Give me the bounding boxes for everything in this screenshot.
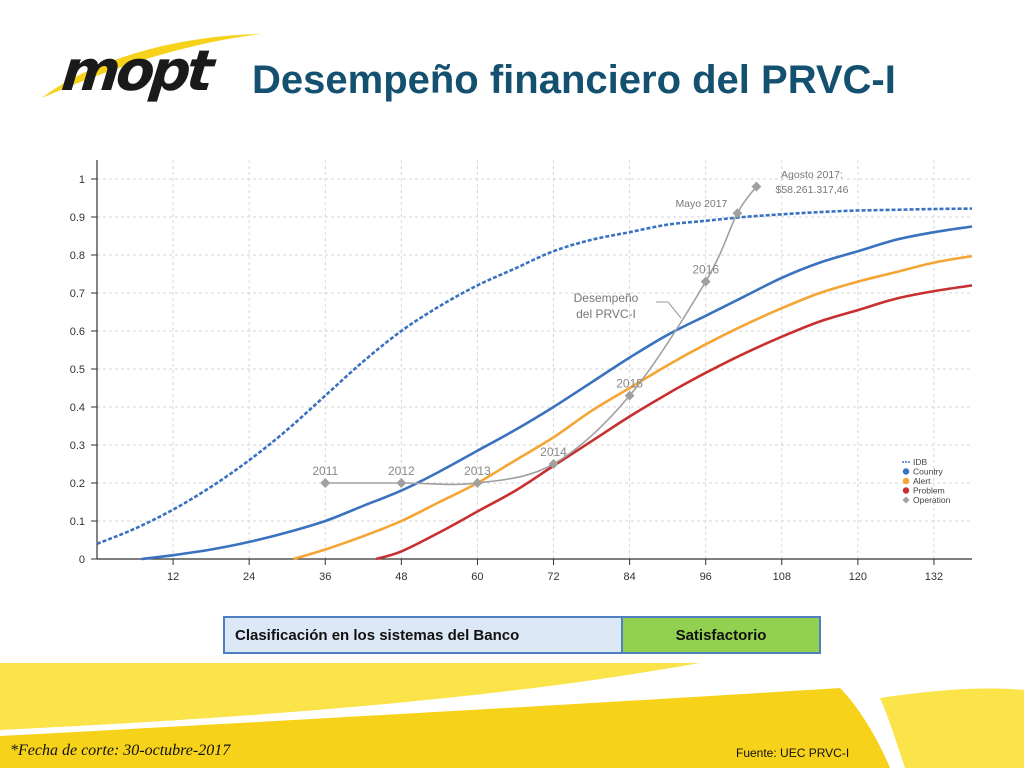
footer-swoosh [0, 658, 1024, 768]
x-tick-label: 36 [319, 571, 331, 583]
y-tick-label: 0.3 [70, 440, 85, 452]
legend-label: Problem [913, 486, 945, 496]
legend-swatch [902, 468, 910, 475]
operation-point-label: 2016 [692, 263, 719, 277]
operation-annotation-leader [656, 301, 682, 319]
series-line-country [141, 225, 973, 561]
y-tick-label: 0.9 [70, 212, 85, 224]
operation-point [732, 208, 743, 219]
x-tick-label: 84 [623, 571, 635, 583]
y-tick-label: 0.1 [70, 516, 85, 528]
x-tick-label: 24 [243, 571, 255, 583]
operation-point [751, 181, 762, 192]
chart-axes: 12 24 36 48 60 72 84 96 108 120 132 0 0.1 0.2 0.3 0.4 0.… [70, 160, 972, 583]
operation-point-label: 2011 [312, 464, 338, 478]
y-tick-label: 1 [79, 174, 85, 186]
y-tick-label: 0.6 [70, 326, 85, 338]
y-tick-label: 0.5 [70, 364, 85, 376]
operation-point-label: 2015 [616, 377, 643, 391]
performance-chart: 12 24 36 48 60 72 84 96 108 120 132 0 0.1 0.2 0.3 0.4 0.… [70, 160, 973, 583]
series-line-operation [325, 186, 758, 486]
operation-point [624, 390, 635, 401]
x-tick-label: 72 [547, 571, 559, 583]
x-tick-label: 108 [773, 571, 791, 583]
legend-swatch [902, 477, 910, 485]
chart-labels: 2011 2012 2013 2014 2015 2016 Mayo 2017 Desempe… [312, 169, 848, 478]
operation-point [396, 478, 407, 488]
series-line-alert [293, 254, 973, 561]
legend-label: Country [913, 467, 944, 477]
series-line-idb [96, 207, 973, 546]
y-tick-label: 0 [79, 554, 85, 566]
legend-label: Alert [913, 476, 931, 486]
operation-annotation-line: del PRVC-I [576, 307, 636, 321]
classification-table: Clasificación en los sistemas del Banco … [223, 616, 821, 654]
legend-label: Operation [913, 495, 951, 505]
y-tick-label: 0.8 [70, 250, 85, 262]
classification-value: Satisfactorio [623, 618, 819, 652]
x-tick-label: 60 [471, 571, 483, 583]
operation-point-label: 2014 [540, 445, 567, 459]
x-tick-label: 132 [925, 571, 943, 583]
classification-label: Clasificación en los sistemas del Banco [225, 618, 623, 652]
y-tick-label: 0.2 [70, 478, 85, 490]
operation-annotation-line: Desempeño [574, 291, 639, 305]
chart-grid [97, 160, 972, 560]
agosto-annotation-line: Agosto 2017: [781, 169, 843, 181]
operation-point [320, 478, 331, 488]
footer-swoosh-icon [0, 663, 1024, 768]
operation-point-label: Mayo 2017 [675, 198, 727, 210]
source-note: Fuente: UEC PRVC-I [736, 746, 850, 760]
agosto-annotation: Agosto 2017: $58.261.317,46 [776, 169, 849, 196]
operation-point [472, 478, 483, 488]
operation-point-label: 2013 [464, 464, 491, 478]
legend-label: IDB [913, 457, 928, 467]
chart-series [96, 181, 973, 561]
legend-swatch [902, 496, 910, 504]
legend-swatch [902, 487, 910, 494]
x-tick-label: 12 [167, 571, 179, 583]
mopt-logo: mopt [40, 28, 270, 118]
y-tick-label: 0.4 [70, 402, 85, 414]
logo-text: mopt [58, 39, 214, 104]
series-line-problem [375, 284, 973, 561]
x-tick-label: 96 [700, 571, 712, 583]
operation-annotation: Desempeño del PRVC-I [574, 291, 639, 321]
y-tick-label: 0.7 [70, 288, 85, 300]
page-title: Desempeño financiero del PRVC-I [252, 58, 896, 102]
x-tick-label: 120 [849, 571, 867, 583]
x-tick-label: 48 [395, 571, 407, 583]
operation-point-label: 2012 [388, 464, 415, 478]
agosto-annotation-line: $58.261.317,46 [776, 184, 849, 196]
operation-point [700, 276, 711, 287]
operation-point [548, 459, 559, 469]
cutoff-date: *Fecha de corte: 30-octubre-2017 [10, 742, 231, 759]
